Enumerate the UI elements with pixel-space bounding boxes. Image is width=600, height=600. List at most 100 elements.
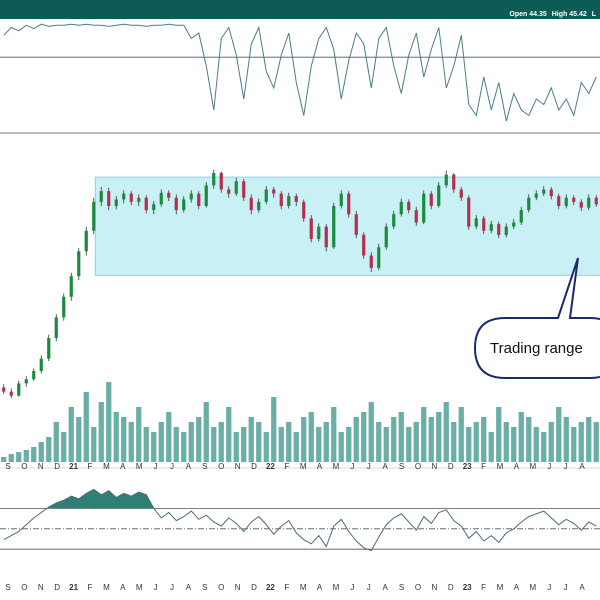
x-tick-label: M [333,583,340,592]
candle-body [17,383,21,396]
x-tick-label: N [38,583,44,592]
candle-body [114,199,118,206]
volume-bar [271,397,277,462]
x-tick-label: F [284,583,289,592]
volume-bar [556,407,562,462]
candle-body [92,201,96,231]
volume-bar [578,422,584,462]
candle-body [317,226,321,239]
x-tick-label: O [218,462,224,471]
volume-bar [376,422,382,462]
volume-bar [346,427,352,462]
x-tick-label: F [481,583,486,592]
candle-body [279,193,283,206]
volume-bar [248,417,254,462]
candle-body [437,185,441,206]
open-label: Open [509,11,527,18]
candle-body [47,338,51,359]
volume-bar [83,392,89,462]
volume-bar [496,407,502,462]
x-tick-label: D [54,583,60,592]
candle-body [512,222,516,227]
volume-bar [68,407,74,462]
candle-body [249,197,253,211]
volume-bar [473,422,479,462]
candle-body [39,358,43,371]
candle-body [467,197,471,227]
volume-bar [458,407,464,462]
candle-body [189,193,193,200]
volume-bar [188,422,194,462]
candle-body [272,189,276,194]
volume-bar [218,422,224,462]
x-tick-label: O [415,462,421,471]
x-tick-label: A [383,583,389,592]
volume-bar [331,407,337,462]
volume-bar [166,412,172,462]
volume-bar [128,422,134,462]
volume-bar [263,432,269,462]
volume-bar [518,412,524,462]
volume-bar [361,412,367,462]
x-tick-label: M [103,583,110,592]
volume-bar [428,417,434,462]
candle-body [62,296,66,318]
volume-bar [136,407,142,462]
x-tick-label: A [120,462,126,471]
volume-bar [481,417,487,462]
x-tick-label: J [170,583,174,592]
volume-bar [571,427,577,462]
volume-bar [143,427,149,462]
volume-bar [23,450,29,462]
volume-bar [61,432,67,462]
candle-body [227,189,231,194]
volume-bar [511,427,517,462]
x-tick-label: 22 [266,462,275,471]
candle-body [459,189,463,198]
x-tick-label: N [235,462,241,471]
x-tick-label: M [300,462,307,471]
volume-bar [316,427,322,462]
volume-bar [91,427,97,462]
x-tick-label: A [186,462,192,471]
x-tick-label: N [38,462,44,471]
volume-bar [308,412,314,462]
callout-bubble [473,257,600,379]
candle-body [497,224,501,235]
candle-body [399,201,403,215]
x-tick-label: D [448,583,454,592]
x-tick-label: M [136,462,143,471]
volume-bar [293,432,299,462]
x-tick-label: J [547,462,551,471]
volume-bar [533,427,539,462]
candle-body [332,206,336,248]
candle-body [362,234,366,256]
candle-body [392,214,396,227]
x-tick-label: J [154,462,158,471]
x-tick-label: S [202,583,207,592]
volume-bar [226,407,232,462]
candle-body [182,199,186,211]
volume-bar [436,412,442,462]
x-tick-label: A [579,462,585,471]
x-tick-label: J [547,583,551,592]
candle-body [549,189,553,197]
front-layer: S O N D 21 F M A M J J A S O N D 22 F M A M J J A S O N D 23 F M A M J J AS… [2,23,598,592]
candle-body [294,196,298,202]
volume-bar [211,427,217,462]
volume-bar [421,407,427,462]
volume-bar [76,417,82,462]
volume-bar [98,402,104,462]
volume-bar [158,422,164,462]
annotation-text: Trading range [490,340,583,357]
x-tick-label: M [497,583,504,592]
candle-body [444,174,448,186]
volume-bar [488,432,494,462]
candle-body [174,197,178,211]
volume-bar [413,422,419,462]
open-value: 44.35 [529,11,547,18]
x-tick-label: M [529,583,536,592]
volume-bar [563,417,569,462]
volume-bar [368,402,374,462]
candle-body [84,230,88,252]
